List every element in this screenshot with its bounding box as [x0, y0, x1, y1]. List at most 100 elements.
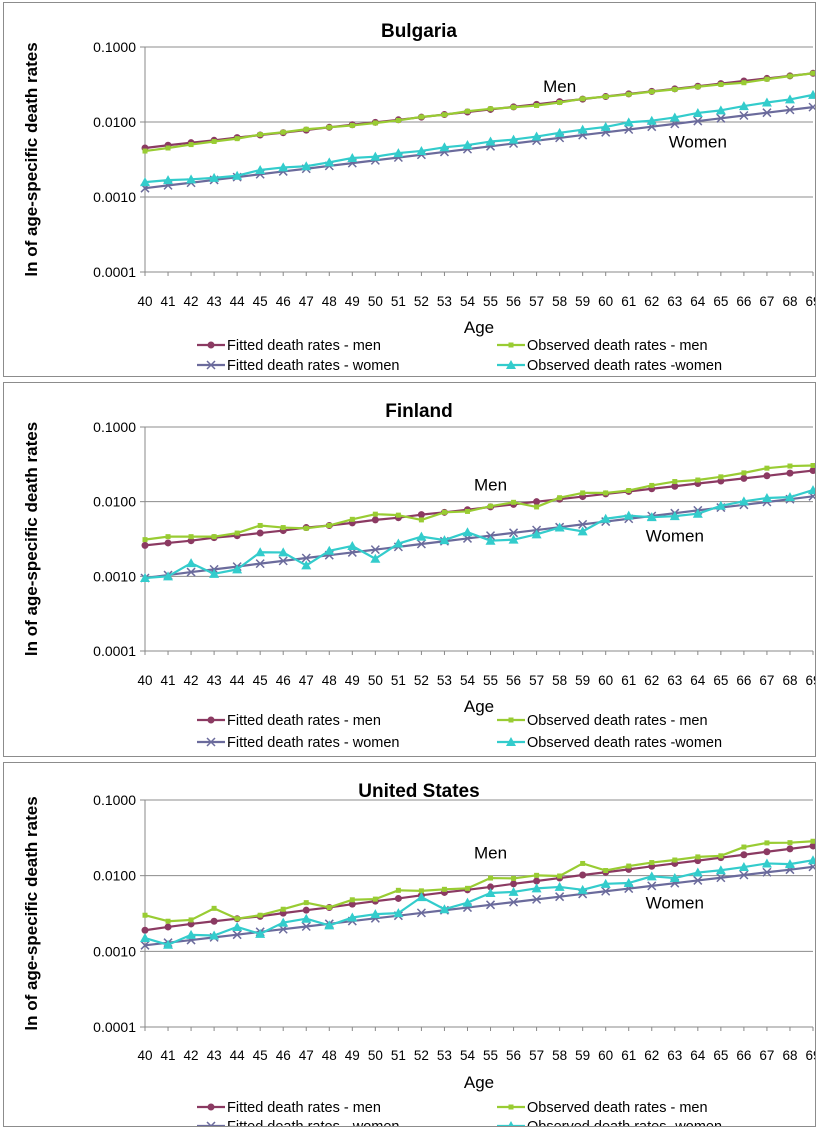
point-observed-death-rates-men — [557, 495, 563, 501]
point-observed-death-rates-women — [140, 572, 150, 582]
point-observed-death-rates-men — [211, 138, 217, 144]
x-tick-label: 51 — [391, 294, 406, 309]
legend-marker-fitted-death-rates-women — [206, 1121, 216, 1126]
legend-label-fitted-death-rates-women: Fitted death rates - women — [227, 735, 399, 751]
y-tick-label: 0.1000 — [93, 419, 136, 435]
x-tick-label: 60 — [598, 673, 613, 688]
point-observed-death-rates-men — [580, 96, 586, 102]
point-fitted-death-rates-women — [693, 875, 703, 885]
y-tick-label: 0.0001 — [93, 264, 136, 280]
point-observed-death-rates-men — [418, 114, 424, 120]
point-observed-death-rates-women — [808, 855, 815, 865]
point-observed-death-rates-men — [787, 840, 793, 846]
x-tick-label: 65 — [713, 673, 728, 688]
point-observed-death-rates-women — [577, 884, 588, 894]
point-observed-death-rates-men — [672, 857, 678, 863]
point-observed-death-rates-women — [554, 522, 565, 532]
point-fitted-death-rates-men — [210, 917, 218, 925]
point-observed-death-rates-men — [372, 120, 378, 126]
point-observed-death-rates-men — [395, 512, 401, 518]
x-tick-label: 54 — [460, 673, 476, 688]
point-observed-death-rates-women — [393, 538, 404, 548]
point-fitted-death-rates-men — [786, 845, 794, 853]
chart-panel-bulgaria: 0.1000 0.0100 0.0010 0.0001 40 41 42 43 44 45 46 47… — [3, 2, 816, 377]
point-observed-death-rates-women — [508, 886, 519, 896]
x-tick-label: 51 — [391, 673, 406, 688]
point-observed-death-rates-women — [808, 89, 815, 99]
legend-label-observed-death-rates-women: Observed death rates -women — [527, 358, 722, 374]
point-fitted-death-rates-men — [740, 474, 748, 482]
point-observed-death-rates-men — [464, 508, 470, 514]
point-observed-death-rates-men — [649, 860, 655, 866]
point-observed-death-rates-women — [531, 131, 542, 141]
x-tick-label: 56 — [506, 294, 521, 309]
x-tick-label: 49 — [345, 1048, 360, 1063]
x-tick-label: 64 — [690, 673, 706, 688]
point-observed-death-rates-men — [557, 99, 563, 105]
point-fitted-death-rates-men — [302, 906, 310, 914]
point-observed-death-rates-women — [347, 540, 358, 550]
series-line-observed-death-rates-men — [144, 840, 814, 923]
point-observed-death-rates-women — [738, 101, 749, 111]
point-observed-death-rates-men — [349, 516, 355, 522]
chart-panel-finland: 0.1000 0.0100 0.0010 0.0001 40 41 42 43 44 45 46 47… — [3, 382, 816, 757]
x-tick-label: 52 — [414, 673, 429, 688]
x-tick-label: 42 — [184, 1048, 199, 1063]
y-tick-label: 0.0001 — [93, 1019, 136, 1035]
x-tick-label: 59 — [575, 1048, 590, 1063]
point-observed-death-rates-women — [347, 912, 358, 922]
point-observed-death-rates-men — [810, 463, 815, 469]
x-tick-label: 62 — [644, 1048, 659, 1063]
x-tick-label: 65 — [713, 1048, 728, 1063]
x-tick-label: 69 — [805, 673, 815, 688]
point-observed-death-rates-women — [209, 930, 220, 940]
chart-title: Finland — [385, 401, 453, 422]
point-fitted-death-rates-women — [808, 102, 815, 112]
point-observed-death-rates-women — [324, 545, 335, 555]
point-observed-death-rates-men — [672, 479, 678, 485]
chart-title: United States — [358, 781, 479, 802]
x-tick-label: 42 — [184, 294, 199, 309]
legend-label-observed-death-rates-women: Observed death rates -women — [527, 735, 722, 751]
point-fitted-death-rates-women — [762, 108, 772, 118]
point-observed-death-rates-men — [534, 872, 540, 878]
point-observed-death-rates-women — [140, 933, 150, 943]
point-observed-death-rates-women — [301, 161, 312, 171]
point-fitted-death-rates-men — [786, 469, 794, 477]
point-observed-death-rates-women — [232, 170, 243, 180]
point-fitted-death-rates-women — [278, 556, 288, 566]
x-tick-label: 58 — [552, 1048, 567, 1063]
point-fitted-death-rates-men — [417, 511, 425, 519]
point-observed-death-rates-men — [349, 897, 355, 903]
legend-label-fitted-death-rates-women: Fitted death rates - women — [227, 1119, 399, 1126]
point-observed-death-rates-men — [626, 91, 632, 97]
x-tick-label: 61 — [621, 1048, 636, 1063]
x-tick-label: 58 — [552, 294, 567, 309]
series-line-observed-death-rates-women — [144, 859, 814, 946]
x-tick-label: 55 — [483, 673, 498, 688]
point-observed-death-rates-men — [718, 81, 724, 87]
point-observed-death-rates-men — [142, 148, 148, 154]
point-observed-death-rates-women — [462, 527, 473, 537]
x-tick-label: 61 — [621, 294, 636, 309]
point-observed-death-rates-women — [186, 174, 197, 184]
x-tick-label: 58 — [552, 673, 567, 688]
point-observed-death-rates-men — [165, 918, 171, 924]
point-observed-death-rates-men — [257, 912, 263, 918]
series-line-observed-death-rates-men — [144, 72, 814, 153]
x-tick-label: 67 — [759, 673, 774, 688]
point-observed-death-rates-men — [626, 863, 632, 869]
point-observed-death-rates-women — [554, 881, 565, 891]
point-fitted-death-rates-men — [371, 516, 379, 524]
x-tick-label: 62 — [644, 294, 659, 309]
point-observed-death-rates-men — [764, 840, 770, 846]
x-tick-label: 56 — [506, 1048, 521, 1063]
point-fitted-death-rates-men — [348, 900, 356, 908]
x-tick-label: 57 — [529, 673, 544, 688]
point-observed-death-rates-women — [600, 878, 611, 888]
legend-marker-observed-death-rates-men — [508, 717, 514, 723]
legend-marker-fitted-death-rates-women — [206, 737, 216, 747]
x-tick-label: 69 — [805, 1048, 815, 1063]
point-observed-death-rates-men — [395, 887, 401, 893]
point-observed-death-rates-women — [186, 929, 197, 939]
